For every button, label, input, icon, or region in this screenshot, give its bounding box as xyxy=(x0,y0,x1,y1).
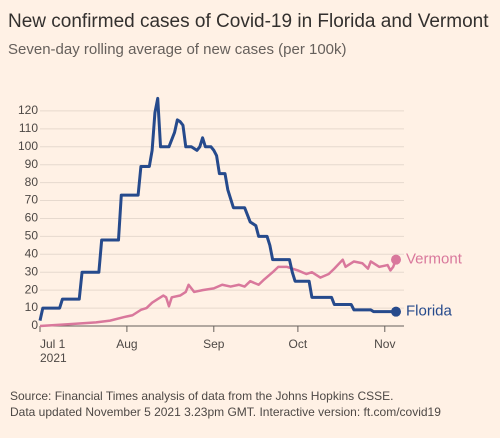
y-tick-label: 70 xyxy=(25,193,39,207)
y-tick-label: 40 xyxy=(25,246,39,260)
series-line xyxy=(39,258,398,328)
y-tick-label: 110 xyxy=(19,121,38,135)
series-label: Vermont xyxy=(406,251,463,268)
y-tick-label: 100 xyxy=(18,139,38,153)
x-tick-label: Nov xyxy=(374,337,395,351)
x-tick-label: Oct xyxy=(289,337,308,351)
y-tick-label: 60 xyxy=(25,211,39,225)
y-tick-label: 50 xyxy=(25,229,39,243)
y-tick-label: 80 xyxy=(25,175,39,189)
source: Source: Financial Times analysis of data… xyxy=(10,389,394,403)
y-tick-label: 120 xyxy=(18,103,38,117)
end-dot xyxy=(391,306,401,317)
y-tick-label: 10 xyxy=(25,300,39,314)
y-tick-label: 90 xyxy=(25,157,39,171)
series-label: Florida xyxy=(406,303,453,320)
chart-title: New confirmed cases of Covid-19 in Flori… xyxy=(8,11,489,32)
y-tick-label: 0 xyxy=(31,318,38,332)
chart-subtitle: Seven-day rolling average of new cases (… xyxy=(8,41,347,58)
y-tick-label: 30 xyxy=(25,264,39,278)
note: Data updated November 5 2021 3.23pm GMT.… xyxy=(10,405,441,419)
x-tick-label: Aug xyxy=(116,337,137,351)
series-line xyxy=(38,96,396,321)
x-tick-label: Sep xyxy=(203,337,225,351)
x-tick-label: Jul 1 xyxy=(40,337,66,351)
x-year-label: 2021 xyxy=(40,351,67,365)
y-tick-label: 20 xyxy=(25,282,39,296)
end-dot xyxy=(391,254,401,265)
